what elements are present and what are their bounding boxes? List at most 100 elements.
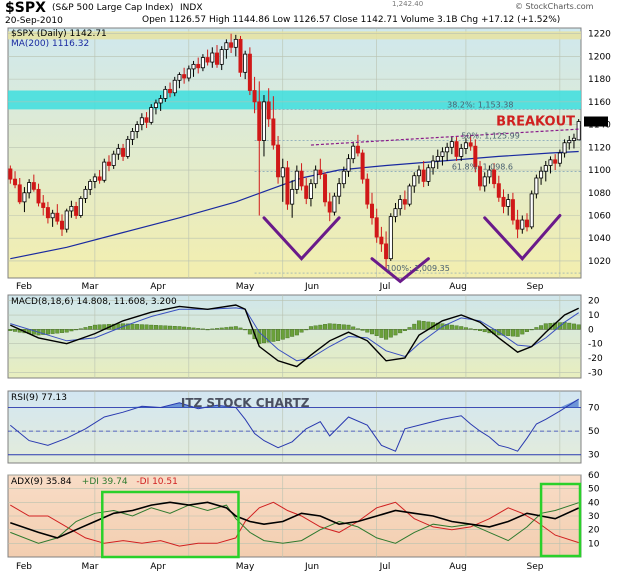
macd-histogram-bar [567, 322, 572, 330]
candle-body [515, 219, 520, 230]
candle-body [416, 169, 421, 177]
price-legend-entry: $SPX (Daily) 1142.71 [11, 29, 107, 39]
candle-body [412, 175, 417, 187]
y-tick-label: 1180 [588, 75, 611, 85]
highlight-box [539, 482, 582, 558]
macd-histogram-bar [168, 325, 173, 330]
macd-histogram-bar [116, 323, 121, 330]
macd-histogram-bar [402, 329, 407, 331]
candle-body [290, 188, 295, 205]
macd-histogram-bar [111, 323, 116, 330]
macd-histogram-bar [290, 329, 295, 337]
candle-body [177, 74, 182, 81]
candle-body [78, 198, 83, 216]
y-tick-label: -10 [588, 340, 603, 350]
macd-histogram-bar [130, 323, 135, 330]
candle-body [294, 170, 299, 190]
macd-histogram-bar [182, 326, 187, 330]
candle-body [50, 212, 55, 219]
rsi-title: RSI(9) 77.13 [11, 393, 67, 403]
macd-histogram-bar [543, 323, 548, 330]
adx-legend-entry: ADX(9) 35.84 [11, 477, 72, 487]
macd-histogram-bar [576, 324, 581, 330]
candle-body [191, 63, 196, 70]
x-axis-month-label: May [236, 282, 255, 292]
candle-body [341, 170, 346, 185]
candle-body [327, 201, 332, 213]
y-tick-label: 30 [588, 512, 600, 522]
macd-histogram-bar [459, 326, 464, 330]
macd-histogram-bar [257, 329, 262, 344]
candle-body [106, 161, 111, 166]
candle-body [182, 74, 187, 79]
x-axis-month-label: Aug [449, 282, 467, 292]
x-axis-month-label: Mar [82, 562, 99, 572]
macd-histogram-bar [243, 329, 248, 331]
adx-series-line-2 [10, 501, 579, 547]
watermark-label: ITZ STOCK CHARTZ [181, 396, 310, 410]
candle-body [393, 208, 398, 218]
candle-body [571, 137, 576, 141]
candle-body [407, 185, 412, 205]
candle-body [13, 178, 18, 186]
macd-histogram-bar [468, 328, 473, 330]
macd-histogram-bar [233, 326, 238, 330]
candle-body [473, 145, 478, 168]
x-axis-month-label: Jul [379, 282, 391, 292]
macd-histogram-bar [276, 329, 281, 341]
candle-body [534, 177, 539, 195]
macd-histogram-bar [337, 324, 342, 330]
macd-histogram-bar [200, 328, 205, 330]
y-tick-label: 20 [588, 526, 600, 536]
macd-histogram-bar [341, 324, 346, 330]
candle-body [55, 212, 60, 222]
candle-body [313, 169, 318, 185]
candle-body [45, 207, 50, 219]
macd-histogram-bar [144, 324, 149, 330]
candle-body [402, 199, 407, 205]
macd-histogram-bar [332, 323, 337, 330]
macd-histogram-bar [388, 329, 393, 338]
x-axis-month-label: Aug [449, 562, 467, 572]
candle-body [219, 49, 224, 65]
macd-histogram-bar [158, 325, 163, 330]
macd-histogram-bar [473, 329, 478, 331]
macd-histogram-bar [384, 329, 389, 340]
candle-body [369, 203, 374, 219]
macd-histogram-bar [247, 329, 252, 335]
candle-body [562, 142, 567, 154]
candle-body [252, 90, 257, 103]
candle-body [567, 140, 572, 144]
candle-body [449, 141, 454, 148]
candle-body [233, 38, 238, 48]
candle-body [276, 144, 281, 178]
macd-histogram-bar [64, 329, 69, 333]
candle-body [384, 243, 389, 260]
macd-histogram-bar [8, 329, 13, 331]
x-axis-month-label: Apr [150, 282, 166, 292]
macd-histogram-bar [205, 329, 210, 331]
candle-body [524, 219, 529, 228]
candle-body [351, 145, 356, 160]
macd-histogram-bar [125, 323, 130, 330]
candle-body [97, 176, 102, 181]
fib-level-label: 100%: 1,009.35 [386, 264, 450, 273]
candle-body [543, 165, 548, 172]
candle-body [247, 53, 252, 91]
candle-body [60, 220, 65, 230]
y-tick-label: -20 [588, 354, 603, 364]
macd-histogram-bar [13, 329, 18, 332]
macd-histogram-bar [416, 320, 421, 330]
candle-body [36, 188, 41, 204]
ma200-legend-entry: MA(200) 1116.32 [11, 39, 89, 49]
macd-histogram-bar [149, 324, 154, 330]
candle-body [69, 206, 74, 212]
y-tick-label: 10 [588, 539, 600, 549]
y-tick-label: 1040 [588, 234, 611, 244]
candle-body [478, 166, 483, 187]
x-axis-month-label: Sep [527, 562, 544, 572]
candle-body [355, 145, 360, 154]
rsi-line [9, 398, 579, 452]
chart-index-name: (S&P 500 Large Cap Index) [52, 3, 174, 13]
macd-histogram-bar [92, 324, 97, 330]
